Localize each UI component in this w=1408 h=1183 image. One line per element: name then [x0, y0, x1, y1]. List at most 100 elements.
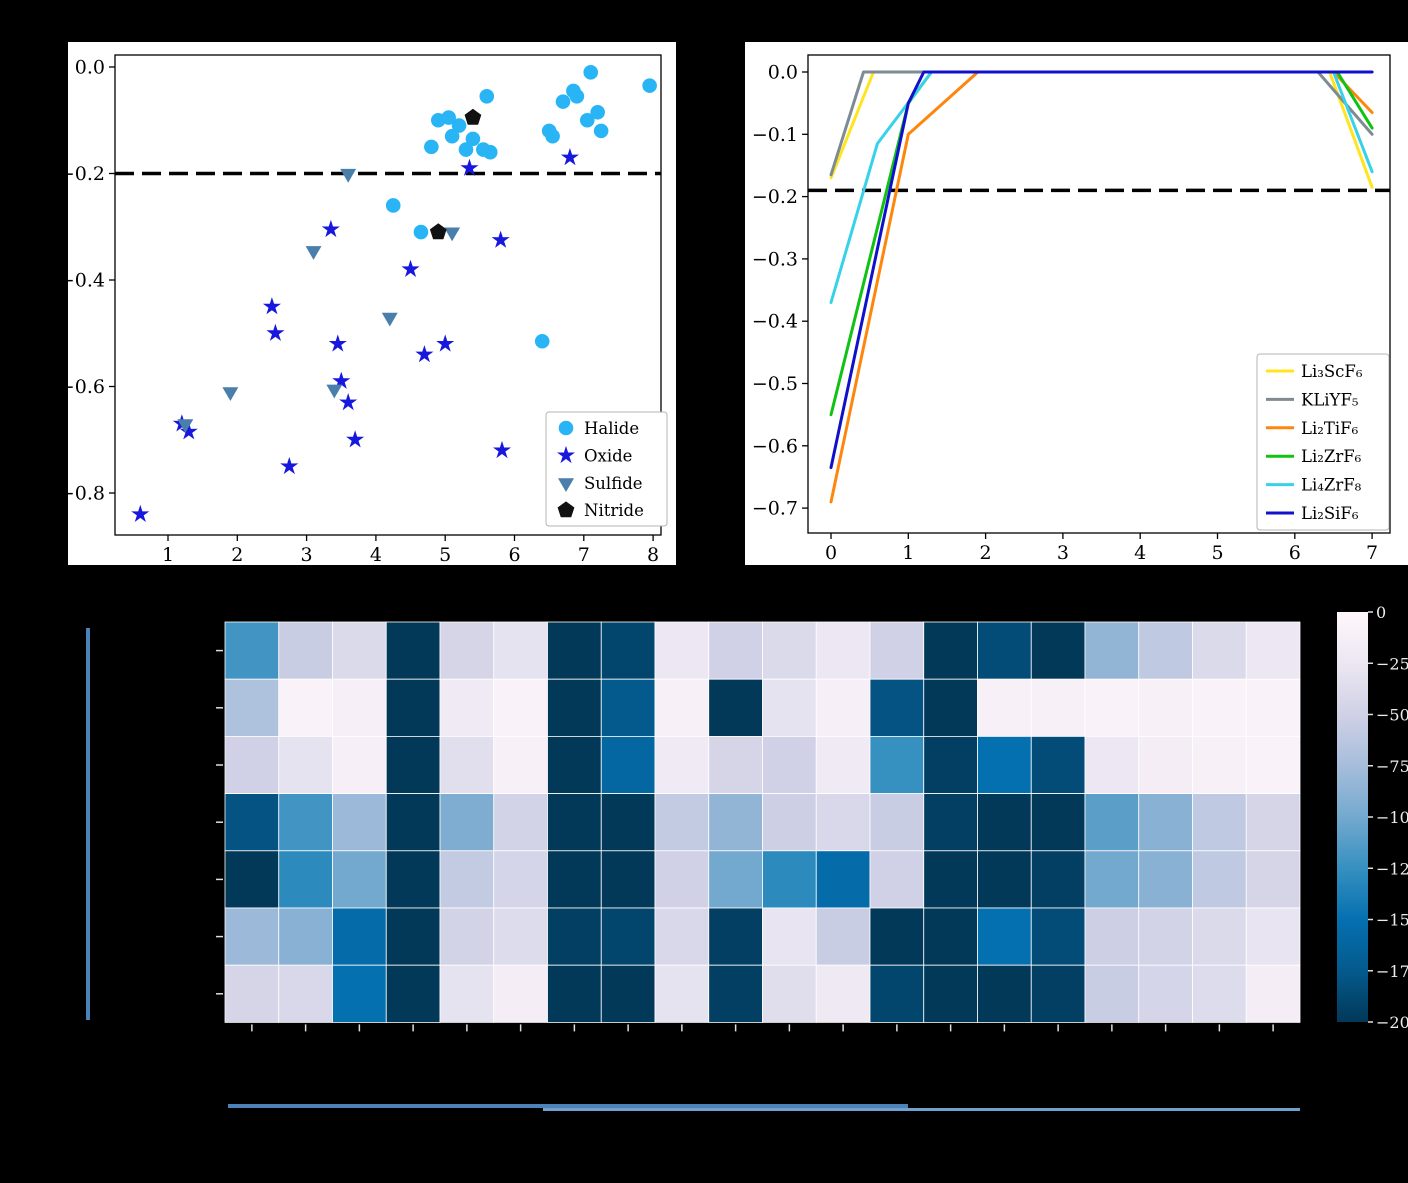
heatmap-cell — [815, 735, 871, 794]
halide-point — [451, 118, 467, 133]
x-tick-label: 7 — [578, 544, 590, 565]
line-series — [829, 70, 1374, 177]
heatmap-cell — [385, 793, 441, 852]
y-tick-label: 0.0 — [75, 57, 105, 79]
x-tick-label: 5 — [1211, 542, 1223, 564]
heatmap-cell — [869, 621, 925, 680]
heatmap-cell — [1084, 850, 1140, 909]
heatmap-cell — [869, 678, 925, 737]
legend-label: Li₄ZrF₈ — [1301, 476, 1362, 495]
halide-point — [534, 333, 550, 349]
heatmap-cell — [1245, 621, 1301, 680]
heatmap-cell — [547, 907, 602, 966]
heatmap-cell — [278, 964, 333, 1023]
heatmap-cell — [385, 678, 441, 737]
heatmap-cell — [815, 850, 871, 909]
heatmap-cell — [439, 850, 495, 909]
heatmap-cell — [1138, 850, 1193, 909]
heatmap-cell — [385, 621, 441, 680]
heatmap-cell — [1192, 850, 1247, 909]
oxide-point — [131, 504, 150, 522]
y-tick-label: −0.1 — [752, 124, 798, 146]
heatmap-cell — [708, 793, 763, 852]
heatmap-cell — [1245, 907, 1301, 966]
x-tick-label: 1 — [162, 544, 174, 565]
heatmap-cell — [1138, 678, 1193, 737]
line-series — [829, 70, 1374, 304]
legend-label: Sulfide — [584, 474, 643, 493]
heatmap-cell — [923, 964, 978, 1023]
panel-b-line-figure: 0 1 2 3 4 5 6 7 0.0 −0.1 −0.2 −0.3 −0.4 −0.5 −0.6 −0.7 L… — [745, 42, 1408, 565]
heatmap-cell — [332, 793, 387, 852]
x-tick-label: 2 — [980, 542, 992, 564]
x-tick-label: 0 — [825, 542, 837, 564]
legend-pentagon-marker — [557, 501, 575, 518]
heatmap-cell — [332, 678, 387, 737]
oxide-point — [401, 259, 420, 277]
heatmap-cell — [439, 793, 495, 852]
heatmap-cell — [385, 907, 441, 966]
heatmap-cell — [493, 735, 548, 794]
heatmap-cell — [1245, 793, 1301, 852]
sulfide-point — [381, 312, 398, 327]
heatmap-cell — [869, 850, 925, 909]
axis-ticks: 0 1 2 3 4 5 6 7 0.0 −0.1 −0.2 −0.3 −0.4 −0.5 −0.6 −0.7 — [752, 62, 1378, 565]
heatmap-cell — [278, 850, 333, 909]
oxide-point — [460, 158, 479, 176]
oxide-point — [266, 323, 285, 341]
heatmap-cell — [1245, 964, 1301, 1023]
colorbar-tick-label: −75 — [1376, 757, 1408, 776]
heatmap-cell — [278, 907, 333, 966]
oxide-point — [321, 219, 340, 238]
nitride-point — [464, 108, 482, 125]
heatmap-cell — [1084, 621, 1140, 680]
heatmap-cell — [1084, 964, 1140, 1023]
heatmap-cell — [600, 793, 656, 852]
colorbar-tick-label: −100 — [1376, 808, 1408, 827]
heatmap-cell — [600, 907, 656, 966]
heatmap-cell — [1192, 793, 1247, 852]
sulfide-point — [177, 419, 194, 433]
heatmap-cell — [1084, 793, 1140, 852]
colorbar-tick-label: −125 — [1376, 859, 1408, 878]
x-tick-label: 3 — [1057, 542, 1069, 564]
sulfide-point — [444, 227, 461, 242]
heatmap-cell — [332, 621, 387, 680]
legend-box — [545, 411, 668, 527]
heatmap-cell — [224, 907, 280, 966]
halide-point — [583, 65, 599, 80]
heatmap-cell — [869, 907, 925, 966]
heatmap-cell — [600, 621, 656, 680]
oxide-point — [280, 456, 299, 475]
heatmap-cell — [1030, 735, 1086, 794]
heatmap-cell — [869, 964, 925, 1023]
heatmap-cell — [224, 678, 280, 737]
halide-point — [590, 104, 605, 120]
legend-label: Li₃ScF₆ — [1301, 362, 1363, 381]
heatmap-cell — [977, 850, 1032, 909]
heatmap-cell — [1030, 907, 1086, 966]
heatmap-cell — [1030, 678, 1086, 737]
heatmap-cell — [815, 964, 871, 1023]
colorbar-tick-label: 0 — [1376, 603, 1386, 622]
heatmap-cell — [977, 621, 1032, 680]
heatmap-cell — [1030, 621, 1086, 680]
halide-point — [642, 78, 657, 93]
heatmap-cell — [1192, 964, 1247, 1023]
scatter-series-sulfide — [177, 168, 461, 433]
y-tick-label: −0.4 — [752, 311, 798, 333]
halide-point — [569, 88, 585, 104]
heatmap-cell — [977, 735, 1032, 794]
heatmap-cell — [923, 735, 978, 794]
oxide-point — [262, 297, 281, 315]
heatmap-cell — [1138, 621, 1193, 680]
heatmap-cell — [547, 678, 602, 737]
y-tick-label: 0.0 — [768, 62, 798, 84]
heatmap-cell — [1138, 907, 1193, 966]
halide-point — [579, 112, 595, 128]
oxide-point — [332, 371, 351, 389]
heatmap-cell — [923, 907, 978, 966]
heatmap-cell — [385, 735, 441, 794]
heatmap-cell — [332, 735, 387, 794]
heatmap-cell — [708, 735, 763, 794]
